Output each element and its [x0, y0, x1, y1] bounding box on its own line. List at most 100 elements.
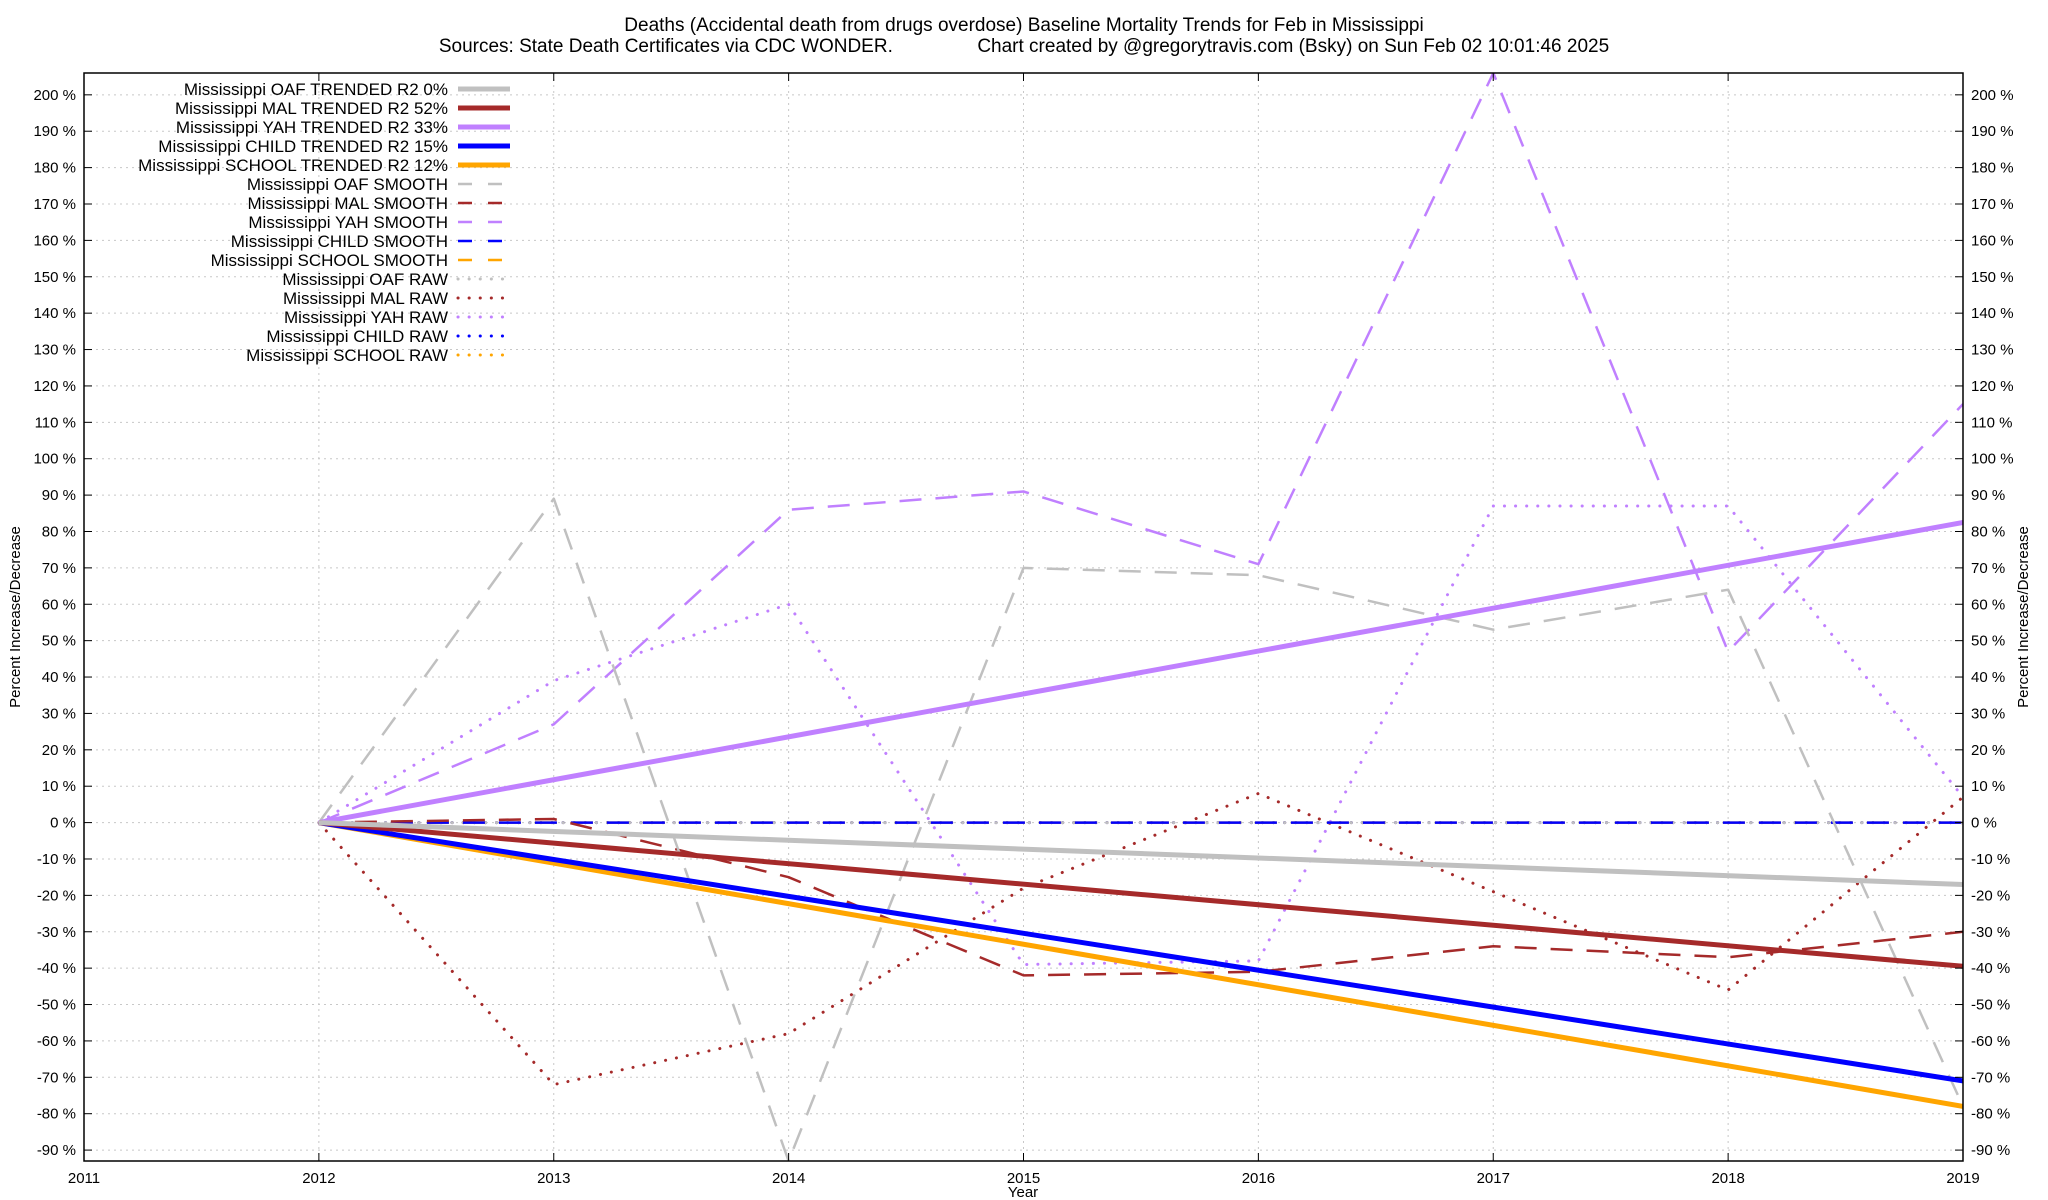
- legend-label: Mississippi CHILD RAW: [266, 327, 448, 346]
- legend-label: Mississippi SCHOOL RAW: [246, 346, 448, 365]
- plot-series: [317, 73, 1963, 1161]
- x-tick-label: 2013: [537, 1170, 570, 1187]
- y-tick-label-right: 30 %: [1971, 705, 2005, 722]
- legend-label: Mississippi MAL TRENDED R2 52%: [175, 99, 448, 118]
- x-tick-label: 2015: [1007, 1170, 1040, 1187]
- y-tick-label-right: -60 %: [1971, 1033, 2010, 1050]
- x-tick-label: 2019: [1946, 1170, 1979, 1187]
- y-tick-label-right: -70 %: [1971, 1069, 2010, 1086]
- grid: [84, 73, 1963, 1161]
- y-tick-label-right: 120 %: [1971, 378, 2014, 395]
- x-tick-label: 2017: [1477, 1170, 1510, 1187]
- y-tick-label-right: 130 %: [1971, 342, 2014, 359]
- y-tick-label-left: 170 %: [33, 196, 76, 213]
- series-line-mississippi-school-trended-r2-12: [318, 820, 1963, 1109]
- y-tick-label-right: 70 %: [1971, 560, 2005, 577]
- chart-title: Deaths (Accidental death from drugs over…: [624, 15, 1423, 36]
- y-tick-label-right: 10 %: [1971, 778, 2005, 795]
- legend-label: Mississippi CHILD TRENDED R2 15%: [158, 137, 448, 156]
- y-axis-label-right: Percent Increase/Decrease: [2015, 526, 2032, 708]
- legend-label: Mississippi SCHOOL SMOOTH: [211, 251, 448, 270]
- y-tick-label-right: -50 %: [1971, 997, 2010, 1014]
- x-axis-label: Year: [1008, 1184, 1038, 1200]
- y-tick-label-left: -70 %: [37, 1069, 76, 1086]
- legend-label: Mississippi YAH SMOOTH: [248, 213, 448, 232]
- x-tick-label: 2011: [68, 1170, 100, 1187]
- series-line-mississippi-yah-trended-r2-33: [318, 519, 1963, 826]
- y-tick-label-left: 10 %: [42, 778, 76, 795]
- y-tick-label-left: 100 %: [33, 451, 76, 468]
- y-tick-label-left: 80 %: [42, 523, 76, 540]
- y-tick-label-left: -40 %: [37, 960, 76, 977]
- y-tick-label-left: 20 %: [42, 742, 76, 759]
- y-tick-label-right: 90 %: [1971, 487, 2005, 504]
- y-tick-label-left: -80 %: [37, 1106, 76, 1123]
- chart-subtitle: Sources: State Death Certificates via CD…: [439, 36, 1609, 57]
- y-tick-label-left: 190 %: [33, 123, 76, 140]
- legend-label: Mississippi OAF TRENDED R2 0%: [184, 80, 448, 99]
- y-tick-label-left: 110 %: [35, 414, 76, 431]
- y-tick-label-left: 120 %: [33, 378, 76, 395]
- y-tick-label-right: 160 %: [1971, 232, 2014, 249]
- legend-label: Mississippi OAF RAW: [282, 270, 448, 289]
- y-tick-label-right: -10 %: [1971, 851, 2010, 868]
- y-tick-label-left: -60 %: [37, 1033, 76, 1050]
- legend: Mississippi OAF TRENDED R2 0%Mississippi…: [138, 80, 512, 365]
- legend-label: Mississippi OAF SMOOTH: [247, 175, 448, 194]
- y-axis-label-left: Percent Increase/Decrease: [7, 526, 24, 708]
- y-tick-label-right: 170 %: [1971, 196, 2014, 213]
- y-tick-label-left: 30 %: [42, 705, 76, 722]
- y-tick-label-right: -30 %: [1971, 924, 2010, 941]
- legend-label: Mississippi MAL RAW: [283, 289, 448, 308]
- axis-ticks: 200 % 200 % 190 % 190 % 180 % 180 % 170 % 170 %…: [33, 73, 2014, 1187]
- legend-label: Mississippi MAL SMOOTH: [247, 194, 448, 213]
- y-tick-label-right: 110 %: [1971, 414, 2012, 431]
- y-tick-label-right: 80 %: [1971, 523, 2005, 540]
- y-tick-label-right: -40 %: [1971, 960, 2010, 977]
- y-tick-label-left: 150 %: [33, 269, 76, 286]
- legend-label: Mississippi SCHOOL TRENDED R2 12%: [138, 156, 448, 175]
- y-tick-label-right: 140 %: [1971, 305, 2014, 322]
- y-tick-label-left: 160 %: [33, 232, 76, 249]
- y-tick-label-right: 100 %: [1971, 451, 2014, 468]
- series-line-mississippi-oaf-trended-r2-0: [318, 820, 1963, 887]
- series-line-mississippi-mal-raw: [317, 792, 1963, 1087]
- y-tick-label-right: 200 %: [1971, 87, 2014, 104]
- legend-label: Mississippi YAH RAW: [284, 308, 448, 327]
- y-tick-label-right: 190 %: [1971, 123, 2014, 140]
- series-line-mississippi-oaf-smooth: [317, 497, 1963, 1161]
- legend-label: Mississippi YAH TRENDED R2 33%: [176, 118, 448, 137]
- y-tick-label-right: -90 %: [1971, 1142, 2010, 1159]
- series-line-mississippi-yah-smooth: [318, 73, 1963, 824]
- y-tick-label-left: 130 %: [33, 342, 76, 359]
- y-tick-label-right: -80 %: [1971, 1106, 2010, 1123]
- y-tick-label-left: 200 %: [33, 87, 76, 104]
- y-tick-label-left: 180 %: [33, 160, 76, 177]
- series-line-mississippi-child-trended-r2-15: [318, 820, 1963, 1084]
- y-tick-label-left: 60 %: [42, 596, 76, 613]
- y-tick-label-left: -10 %: [37, 851, 76, 868]
- legend-label: Mississippi CHILD SMOOTH: [231, 232, 448, 251]
- series-line-mississippi-mal-smooth: [318, 817, 1963, 977]
- y-tick-label-right: 150 %: [1971, 269, 2014, 286]
- y-tick-label-left: 50 %: [42, 633, 76, 650]
- x-tick-label: 2012: [302, 1170, 335, 1187]
- y-tick-label-right: 20 %: [1971, 742, 2005, 759]
- series-line-mississippi-mal-trended-r2-52: [318, 820, 1963, 969]
- y-tick-label-left: -30 %: [37, 924, 76, 941]
- y-tick-label-right: 40 %: [1971, 669, 2005, 686]
- y-tick-label-left: 0 %: [50, 815, 76, 832]
- y-tick-label-left: -90 %: [37, 1142, 76, 1159]
- y-tick-label-right: 60 %: [1971, 596, 2005, 613]
- y-tick-label-right: 180 %: [1971, 160, 2014, 177]
- y-tick-label-left: 40 %: [42, 669, 76, 686]
- y-tick-label-left: 70 %: [42, 560, 76, 577]
- y-tick-label-left: 140 %: [33, 305, 76, 322]
- y-tick-label-right: -20 %: [1971, 887, 2010, 904]
- y-tick-label-left: -20 %: [37, 887, 76, 904]
- y-tick-label-left: 90 %: [42, 487, 76, 504]
- x-tick-label: 2016: [1242, 1170, 1275, 1187]
- x-tick-label: 2014: [772, 1170, 805, 1187]
- y-tick-label-right: 50 %: [1971, 633, 2005, 650]
